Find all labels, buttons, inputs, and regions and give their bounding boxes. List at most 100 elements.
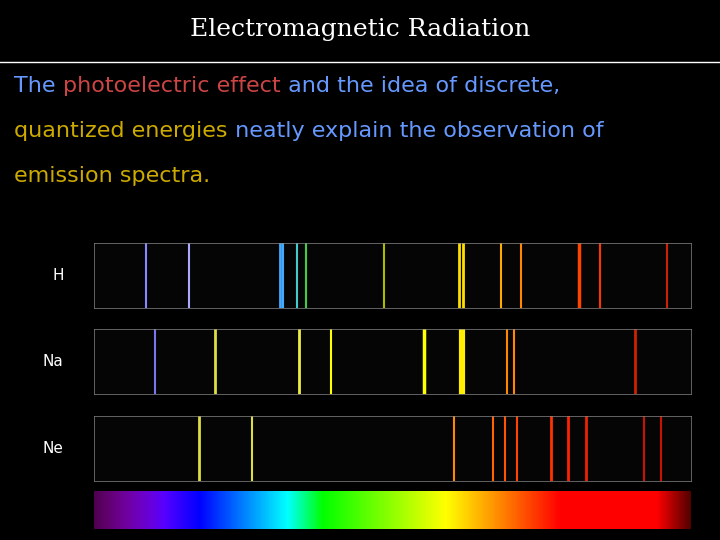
Bar xyxy=(590,491,591,529)
Bar xyxy=(574,491,575,529)
Bar xyxy=(534,491,535,529)
Bar xyxy=(199,491,200,529)
Bar xyxy=(397,491,398,529)
Bar xyxy=(608,491,610,529)
Bar xyxy=(401,491,402,529)
Bar xyxy=(212,491,213,529)
Bar xyxy=(686,491,688,529)
Bar xyxy=(640,491,641,529)
Text: Na: Na xyxy=(43,354,64,369)
Bar xyxy=(429,491,431,529)
Bar xyxy=(343,491,345,529)
Bar xyxy=(180,491,181,529)
Bar xyxy=(433,491,434,529)
Bar xyxy=(481,491,482,529)
Bar xyxy=(552,491,554,529)
Bar xyxy=(402,491,403,529)
Bar xyxy=(188,491,189,529)
Bar xyxy=(489,491,490,529)
Bar xyxy=(535,491,536,529)
Bar xyxy=(297,491,298,529)
Bar xyxy=(482,491,483,529)
Bar xyxy=(101,491,102,529)
Bar xyxy=(505,491,506,529)
Text: 400: 400 xyxy=(116,185,142,198)
Bar xyxy=(201,491,202,529)
Bar xyxy=(658,491,659,529)
Bar xyxy=(197,491,199,529)
Bar xyxy=(195,491,197,529)
Bar xyxy=(623,491,624,529)
Bar xyxy=(480,491,481,529)
Bar xyxy=(496,491,498,529)
Bar xyxy=(541,491,542,529)
Bar xyxy=(635,491,636,529)
Bar xyxy=(229,491,230,529)
Bar xyxy=(246,491,248,529)
Bar xyxy=(346,491,347,529)
Bar xyxy=(384,491,385,529)
Text: Ne: Ne xyxy=(43,441,64,456)
Bar xyxy=(503,491,505,529)
Bar xyxy=(338,491,340,529)
Bar xyxy=(517,491,518,529)
Bar xyxy=(275,491,276,529)
Bar xyxy=(306,491,307,529)
Bar xyxy=(285,491,286,529)
Bar xyxy=(157,491,158,529)
Bar xyxy=(449,491,450,529)
Bar xyxy=(475,491,476,529)
Bar xyxy=(653,491,654,529)
Bar xyxy=(671,491,672,529)
Bar xyxy=(114,491,115,529)
Bar xyxy=(584,491,585,529)
Bar xyxy=(293,491,294,529)
Bar xyxy=(689,491,690,529)
Bar xyxy=(251,491,253,529)
Bar xyxy=(163,491,164,529)
Bar xyxy=(570,491,572,529)
Bar xyxy=(217,491,218,529)
Bar xyxy=(347,491,348,529)
Bar xyxy=(133,491,134,529)
Text: H: H xyxy=(53,268,64,283)
Bar xyxy=(543,491,544,529)
Bar xyxy=(237,491,238,529)
Bar xyxy=(162,491,163,529)
Bar xyxy=(341,491,342,529)
Bar xyxy=(439,491,440,529)
Bar xyxy=(159,491,161,529)
Bar xyxy=(474,491,475,529)
Bar xyxy=(612,491,613,529)
Bar xyxy=(514,491,516,529)
Bar xyxy=(378,491,379,529)
Bar xyxy=(134,491,135,529)
Bar xyxy=(244,491,246,529)
Bar xyxy=(630,491,631,529)
Bar xyxy=(654,491,655,529)
Bar xyxy=(184,491,186,529)
Bar xyxy=(362,491,364,529)
Bar xyxy=(264,491,266,529)
Bar xyxy=(148,491,150,529)
Bar xyxy=(267,491,268,529)
Bar xyxy=(291,491,292,529)
Bar xyxy=(333,491,334,529)
Bar xyxy=(130,491,132,529)
Bar xyxy=(599,491,600,529)
Bar xyxy=(606,491,608,529)
Bar xyxy=(238,491,240,529)
Bar xyxy=(138,491,139,529)
Bar xyxy=(103,491,104,529)
Bar xyxy=(305,491,306,529)
Text: emission spectra.: emission spectra. xyxy=(14,166,210,186)
Bar xyxy=(556,491,557,529)
Bar xyxy=(462,491,463,529)
Bar xyxy=(572,491,573,529)
Bar xyxy=(567,491,568,529)
Bar xyxy=(531,491,532,529)
Bar xyxy=(273,491,274,529)
Bar xyxy=(249,491,250,529)
Bar xyxy=(385,491,387,529)
Bar xyxy=(642,491,644,529)
